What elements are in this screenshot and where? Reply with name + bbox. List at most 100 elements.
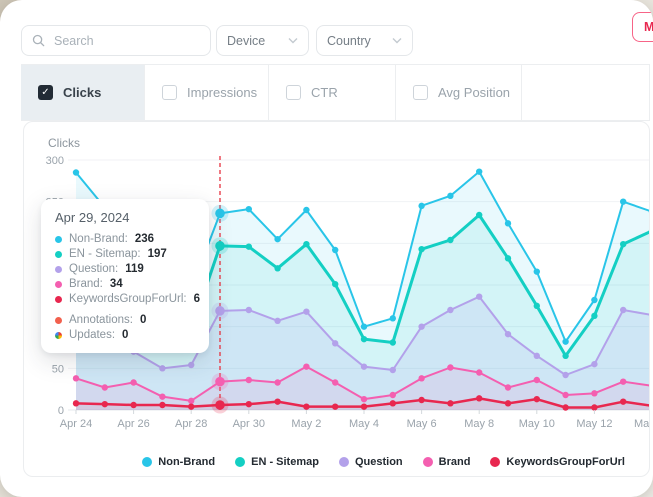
checkbox-unchecked-icon[interactable]	[413, 85, 428, 100]
data-point[interactable]	[245, 400, 252, 408]
data-point[interactable]	[188, 397, 195, 405]
data-point[interactable]	[533, 352, 540, 360]
data-point[interactable]	[245, 205, 252, 213]
data-point[interactable]	[620, 378, 627, 385]
data-point[interactable]	[504, 400, 512, 407]
data-point[interactable]	[533, 268, 540, 275]
data-point[interactable]	[476, 211, 483, 219]
data-point[interactable]	[447, 306, 454, 314]
data-point[interactable]	[389, 400, 396, 407]
data-point[interactable]	[188, 403, 195, 410]
highlight-point[interactable]	[215, 400, 225, 410]
m-button[interactable]: M	[632, 12, 653, 42]
data-point[interactable]	[562, 338, 569, 345]
data-point[interactable]	[418, 375, 425, 382]
data-point[interactable]	[648, 312, 650, 318]
data-point[interactable]	[389, 315, 396, 322]
data-point[interactable]	[648, 228, 650, 234]
data-point[interactable]	[389, 391, 396, 399]
data-point[interactable]	[648, 403, 650, 409]
search-input[interactable]	[52, 32, 200, 49]
data-point[interactable]	[591, 390, 598, 397]
data-point[interactable]	[360, 395, 368, 403]
checkbox-checked-icon[interactable]: ✓	[38, 85, 53, 100]
highlight-point[interactable]	[215, 208, 225, 219]
data-point[interactable]	[245, 306, 252, 314]
data-point[interactable]	[562, 352, 569, 360]
data-point[interactable]	[591, 296, 598, 304]
data-point[interactable]	[245, 243, 252, 250]
tab-ctr[interactable]: CTR	[269, 65, 396, 120]
legend-item-brand[interactable]: Brand	[422, 456, 470, 468]
data-point[interactable]	[418, 396, 425, 404]
data-point[interactable]	[72, 400, 80, 407]
data-point[interactable]	[130, 379, 137, 386]
data-point[interactable]	[159, 401, 166, 409]
data-point[interactable]	[476, 168, 483, 175]
data-point[interactable]	[72, 169, 80, 176]
data-point[interactable]	[476, 293, 483, 300]
data-point[interactable]	[620, 240, 627, 248]
data-point[interactable]	[648, 383, 650, 389]
tab-avg-position[interactable]: Avg Position	[396, 65, 522, 120]
data-point[interactable]	[389, 339, 396, 346]
data-point[interactable]	[360, 363, 368, 370]
highlight-point[interactable]	[215, 306, 225, 316]
data-point[interactable]	[303, 363, 310, 370]
data-point[interactable]	[130, 401, 137, 409]
data-point[interactable]	[591, 404, 598, 411]
data-point[interactable]	[418, 202, 425, 210]
data-point[interactable]	[303, 308, 310, 315]
data-point[interactable]	[332, 280, 339, 288]
data-point[interactable]	[447, 364, 454, 371]
legend-item-keywordsgroupforurl[interactable]: KeywordsGroupForUrl	[490, 456, 625, 468]
data-point[interactable]	[72, 375, 80, 382]
data-point[interactable]	[274, 398, 281, 405]
data-point[interactable]	[562, 404, 569, 411]
data-point[interactable]	[418, 323, 425, 330]
data-point[interactable]	[620, 198, 627, 205]
data-point[interactable]	[360, 335, 368, 343]
country-select[interactable]: Country	[316, 25, 413, 56]
data-point[interactable]	[332, 246, 339, 254]
data-point[interactable]	[648, 208, 650, 214]
data-point[interactable]	[591, 360, 598, 368]
device-select[interactable]: Device	[216, 25, 309, 56]
data-point[interactable]	[274, 265, 281, 272]
tab-impressions[interactable]: Impressions	[145, 65, 269, 120]
data-point[interactable]	[332, 403, 339, 410]
data-point[interactable]	[332, 379, 339, 386]
legend-item-en-sitemap[interactable]: EN - Sitemap	[235, 456, 319, 468]
data-point[interactable]	[447, 400, 454, 407]
data-point[interactable]	[274, 317, 281, 325]
data-point[interactable]	[447, 192, 454, 200]
data-point[interactable]	[504, 384, 512, 391]
data-point[interactable]	[562, 391, 569, 399]
highlight-point[interactable]	[215, 376, 225, 387]
highlight-point[interactable]	[215, 241, 225, 251]
search-box[interactable]	[21, 25, 211, 56]
data-point[interactable]	[418, 245, 425, 253]
data-point[interactable]	[274, 379, 281, 386]
data-point[interactable]	[360, 323, 368, 330]
data-point[interactable]	[447, 236, 454, 244]
data-point[interactable]	[476, 395, 483, 402]
data-point[interactable]	[159, 365, 166, 372]
data-point[interactable]	[360, 403, 368, 410]
data-point[interactable]	[245, 376, 252, 384]
data-point[interactable]	[159, 393, 166, 400]
data-point[interactable]	[303, 240, 310, 248]
checkbox-unchecked-icon[interactable]	[162, 85, 177, 100]
data-point[interactable]	[562, 371, 569, 379]
data-point[interactable]	[274, 235, 281, 243]
checkbox-unchecked-icon[interactable]	[286, 85, 301, 100]
data-point[interactable]	[504, 330, 512, 338]
data-point[interactable]	[533, 302, 540, 310]
data-point[interactable]	[504, 220, 512, 227]
data-point[interactable]	[620, 398, 627, 405]
data-point[interactable]	[533, 395, 540, 403]
data-point[interactable]	[303, 206, 310, 214]
data-point[interactable]	[303, 403, 310, 410]
data-point[interactable]	[101, 400, 109, 408]
data-point[interactable]	[332, 340, 339, 347]
